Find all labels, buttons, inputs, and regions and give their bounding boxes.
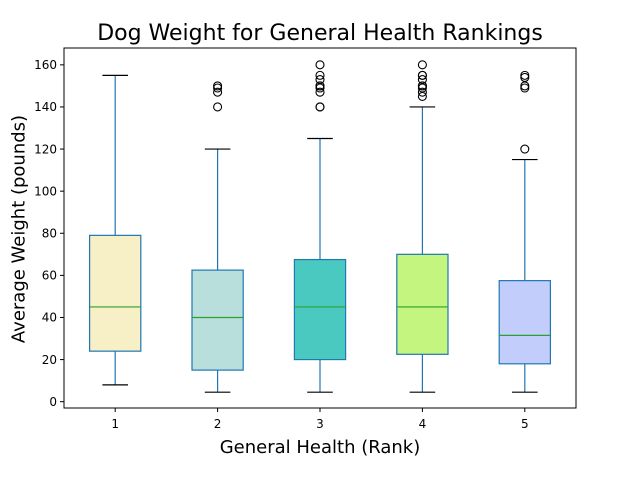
outlier-point: [315, 102, 325, 112]
box: [396, 253, 449, 355]
x-tick-label: 5: [521, 417, 529, 431]
x-tick-label: 1: [111, 417, 119, 431]
x-axis-label: General Health (Rank): [220, 437, 421, 458]
outlier-point: [315, 75, 325, 85]
x-tick-label: 2: [214, 417, 222, 431]
outlier-point: [315, 70, 325, 80]
y-tick-label: 40: [42, 311, 57, 325]
y-tick-label: 20: [42, 353, 57, 367]
y-tick-label: 160: [34, 58, 57, 72]
y-tick-label: 0: [49, 395, 57, 409]
y-tick-label: 80: [42, 226, 57, 240]
box: [293, 258, 347, 361]
x-axis: 1 2 3 4 5: [111, 408, 529, 431]
y-tick-label: 140: [34, 100, 57, 114]
box: [191, 269, 244, 371]
outlier-point: [213, 81, 223, 91]
x-tick-label: 3: [316, 417, 324, 431]
chart-title: Dog Weight for General Health Rankings: [97, 21, 543, 46]
x-tick-label: 4: [419, 417, 427, 431]
y-axis: 0 20 40 60 80 100 120 140 160: [34, 58, 64, 409]
outlier-point: [417, 87, 427, 97]
y-tick-label: 60: [42, 269, 57, 283]
outlier-point: [315, 60, 325, 70]
box: [88, 234, 142, 352]
outlier-point: [213, 102, 223, 112]
outlier-point: [417, 70, 427, 80]
outlier-point: [417, 60, 427, 70]
outlier-point: [520, 70, 530, 80]
outlier-point: [417, 75, 427, 85]
outlier-point: [520, 144, 530, 154]
y-tick-label: 100: [34, 184, 57, 198]
outlier-point: [315, 87, 325, 97]
box: [498, 280, 552, 365]
outlier-point: [417, 81, 427, 91]
outlier-point: [213, 87, 223, 97]
y-axis-label: Average Weight (pounds): [8, 115, 29, 343]
outlier-point: [315, 81, 325, 91]
plot-area: [63, 47, 577, 409]
y-tick-label: 120: [34, 142, 57, 156]
